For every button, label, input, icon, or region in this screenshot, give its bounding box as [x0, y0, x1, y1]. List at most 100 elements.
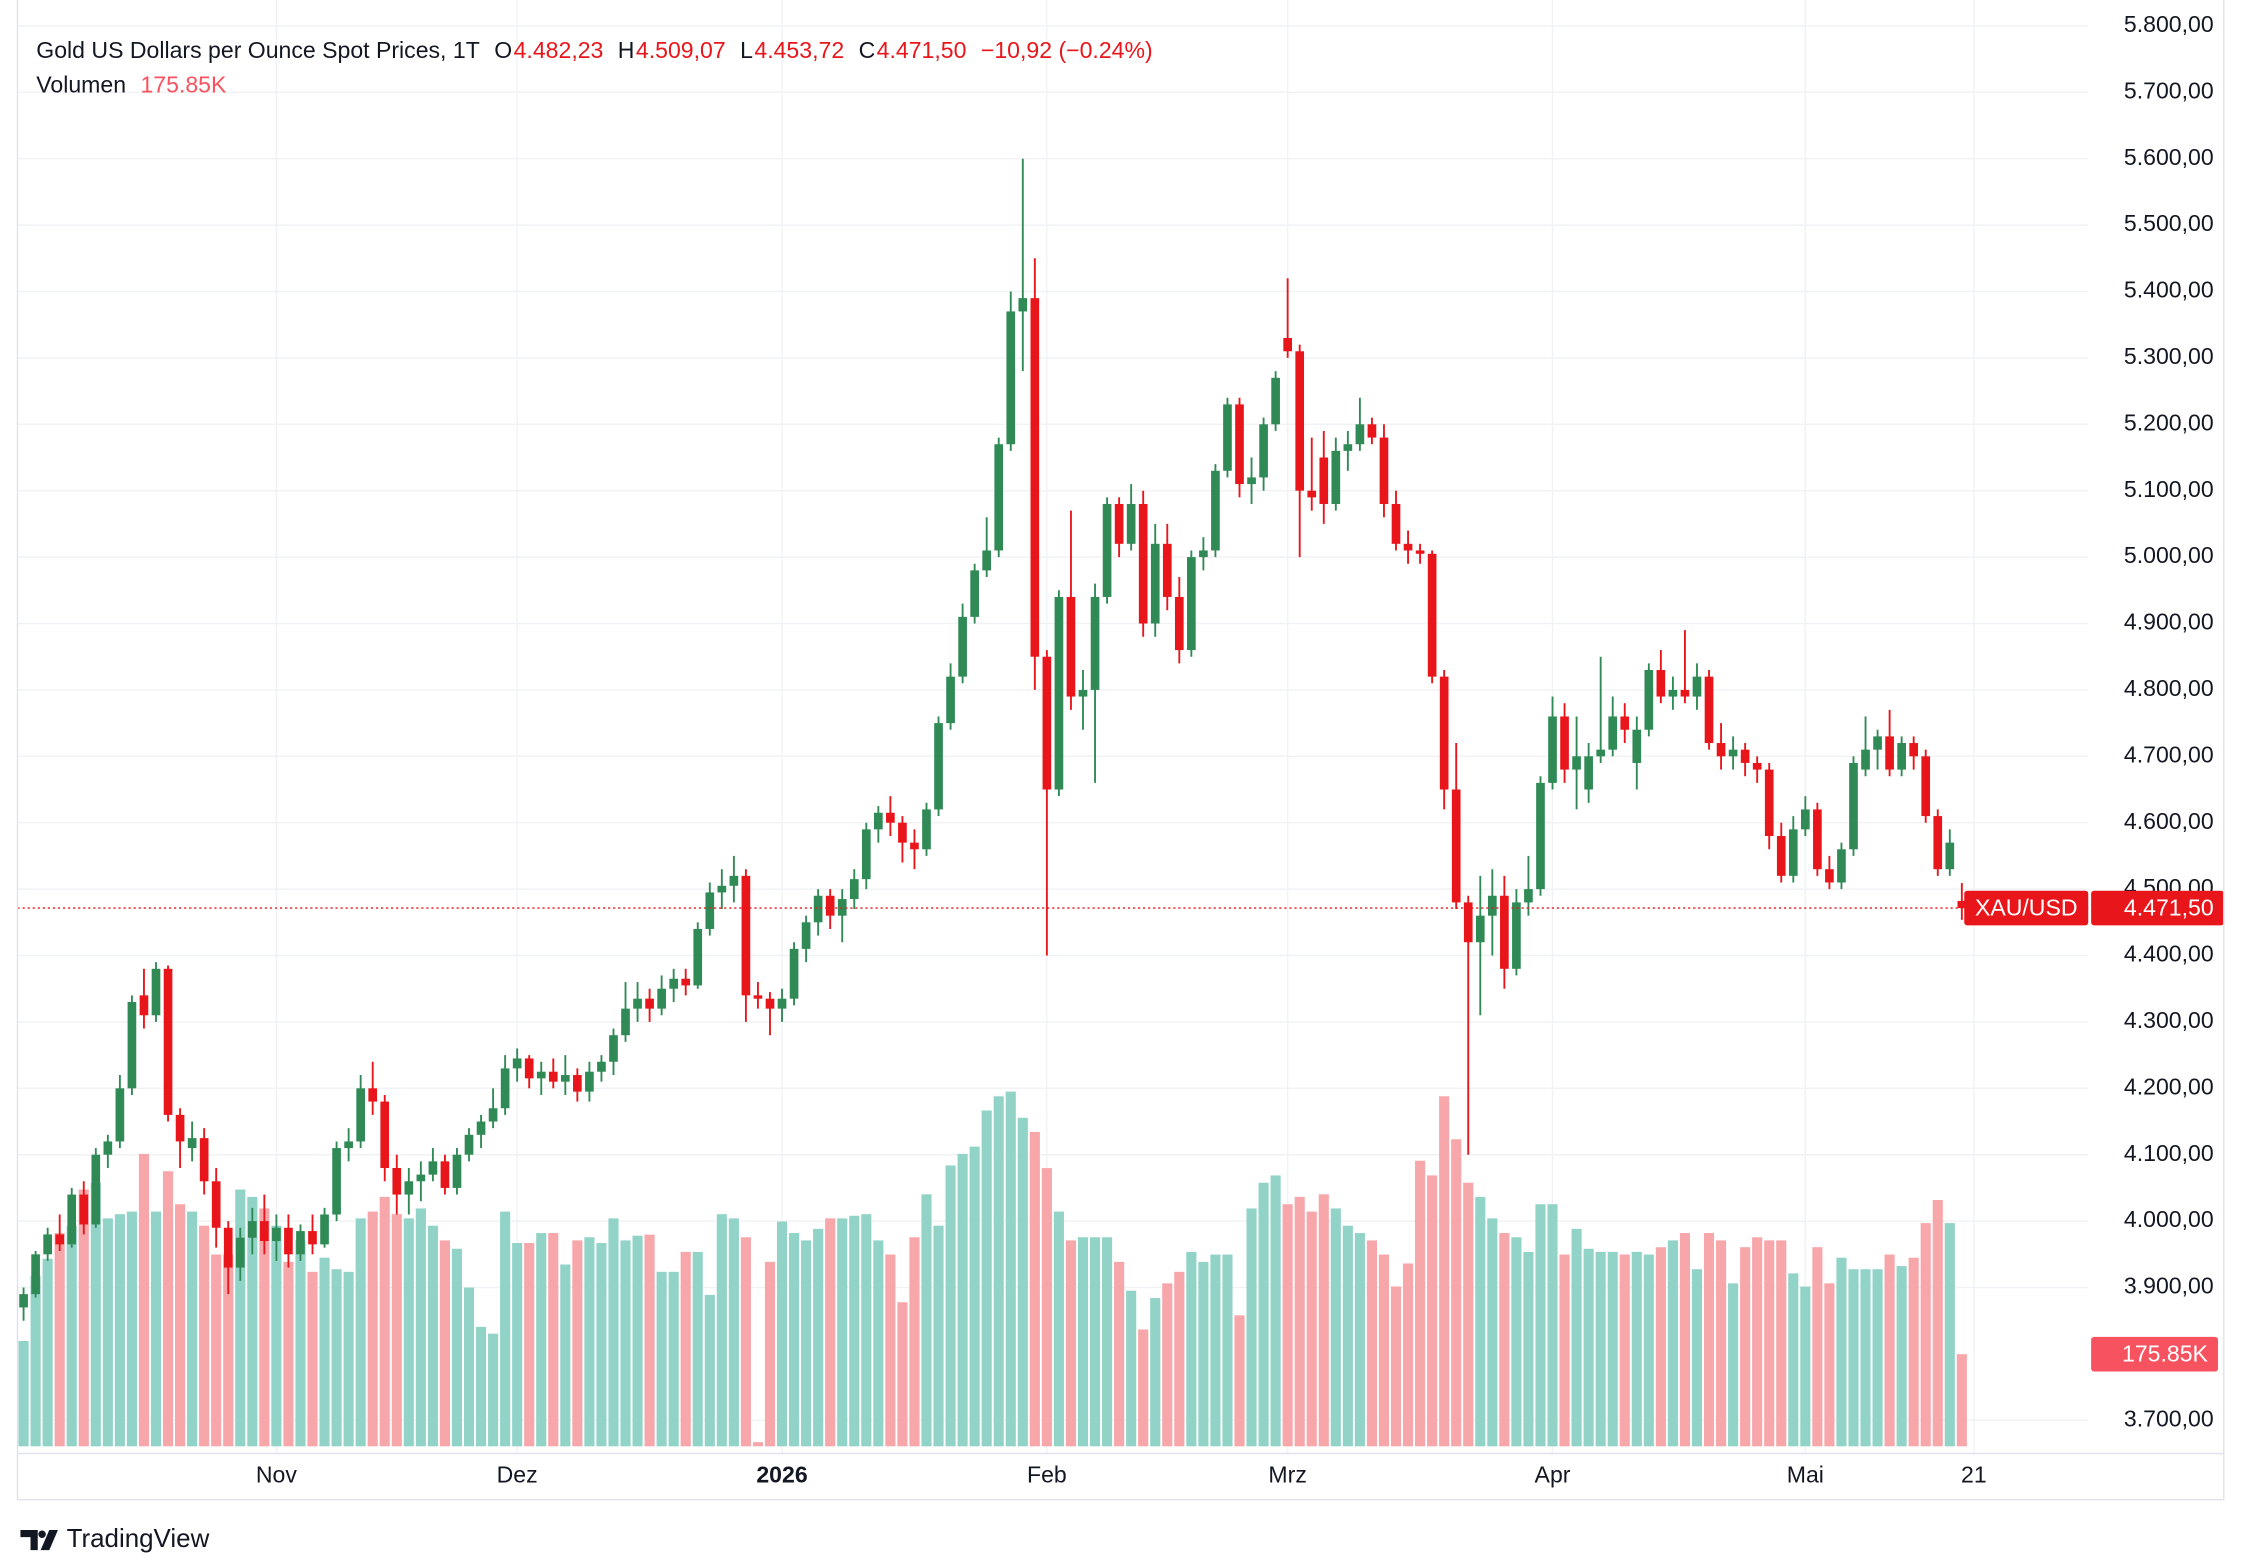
volume-bar: [692, 1251, 703, 1447]
candle-body: [970, 570, 979, 617]
volume-bar: [150, 1211, 162, 1447]
candle-body: [1752, 762, 1762, 770]
volume-bar: [223, 1254, 234, 1447]
volume-bar: [1439, 1096, 1450, 1447]
volume-bar: [1547, 1204, 1558, 1447]
candle-body: [1909, 743, 1919, 757]
volume-bar: [536, 1233, 547, 1447]
candle-body: [308, 1231, 317, 1245]
candle-body: [1439, 676, 1449, 790]
volume-bar: [1487, 1218, 1498, 1447]
volume-bar: [1210, 1254, 1221, 1447]
volume-bar: [1944, 1223, 1955, 1447]
volume-bar: [1884, 1254, 1895, 1447]
volume-bar: [1270, 1175, 1281, 1447]
candle-body: [1861, 749, 1870, 770]
candle-body: [199, 1138, 209, 1182]
candle-body: [163, 968, 173, 1115]
volume-bar: [451, 1248, 463, 1447]
candle-body: [1548, 716, 1557, 783]
volume-bar: [548, 1233, 559, 1447]
volume-bar: [1860, 1269, 1871, 1447]
volume-bar: [391, 1214, 402, 1447]
logo: [20, 1529, 58, 1551]
volume-bar: [584, 1237, 595, 1447]
candle-body: [1728, 749, 1738, 757]
volume-bar: [1378, 1254, 1390, 1447]
volume-bar: [764, 1261, 776, 1447]
candle-body: [1295, 351, 1305, 491]
candle-body: [1367, 424, 1377, 438]
candle-body: [536, 1071, 546, 1079]
candle-body: [1620, 716, 1630, 730]
candle-body: [934, 723, 943, 810]
ohlc-key: C: [859, 37, 876, 63]
ohlc-value: 4.482,23: [514, 37, 604, 63]
volume-bar: [1836, 1257, 1847, 1447]
volume-bar: [512, 1243, 523, 1447]
candle-body: [621, 1008, 630, 1036]
candle-body: [741, 875, 751, 996]
candle-body: [801, 922, 811, 949]
candle-body: [922, 809, 931, 850]
volume-bar: [861, 1214, 872, 1447]
y-tick-label: 5.600,00: [2124, 144, 2214, 170]
volume-bar: [1089, 1237, 1101, 1447]
candle-body: [272, 1227, 281, 1242]
volume-bar: [728, 1218, 739, 1447]
candle-body: [825, 895, 835, 916]
candle-body: [1211, 470, 1220, 551]
candle-body: [1536, 782, 1545, 890]
candle-body: [1235, 404, 1244, 485]
candle-body: [1560, 716, 1569, 770]
volume-bar: [138, 1153, 150, 1447]
volume-bar: [1788, 1273, 1799, 1447]
candle-body: [1187, 557, 1196, 651]
volume-bar: [295, 1240, 306, 1447]
candle-body: [946, 676, 955, 724]
volume-bar: [1402, 1263, 1414, 1447]
candle-body: [910, 842, 919, 850]
candle-body: [777, 998, 787, 1009]
y-tick-label: 5.400,00: [2124, 277, 2214, 303]
candle-body: [1524, 889, 1533, 903]
candle-body: [1307, 490, 1317, 498]
candle-body: [1331, 450, 1341, 504]
x-tick-label: Nov: [256, 1462, 297, 1488]
volume-bar: [849, 1215, 860, 1447]
volume-bar: [897, 1302, 908, 1447]
candle-body: [1632, 729, 1642, 763]
volume-bar: [981, 1110, 992, 1447]
volume-bar: [704, 1294, 715, 1447]
candle-body: [789, 948, 799, 999]
ohlc-key: L: [740, 37, 753, 63]
volume-bar: [776, 1221, 788, 1447]
candle-body: [1018, 298, 1028, 312]
x-tick-label: Apr: [1535, 1462, 1571, 1488]
volume-bar: [1619, 1254, 1630, 1447]
ohlc-value: 4.509,07: [636, 37, 726, 63]
volume-bar: [680, 1251, 691, 1447]
volume-bar: [1234, 1315, 1245, 1447]
candle-body: [452, 1154, 462, 1188]
candle-body: [548, 1071, 558, 1082]
candle-body: [1596, 749, 1606, 757]
volume-bar: [1511, 1237, 1522, 1447]
symbol-title: Gold US Dollars per Ounce Spot Prices, 1…: [36, 37, 479, 63]
volume-bar: [187, 1211, 198, 1447]
candle-body: [1849, 762, 1858, 850]
volume-bar: [331, 1269, 342, 1447]
candle-body: [753, 995, 763, 999]
candle-body: [356, 1088, 365, 1142]
volume-bar: [909, 1237, 920, 1447]
candle-body: [1343, 444, 1353, 451]
volume-bar: [632, 1235, 643, 1447]
candle-body: [1680, 689, 1690, 697]
volume-bar: [319, 1257, 330, 1447]
volume-bar: [427, 1225, 438, 1447]
volume-bar: [78, 1189, 89, 1447]
volume-bar: [1005, 1091, 1016, 1447]
volume-bar: [1643, 1254, 1654, 1447]
candle-body: [1512, 902, 1521, 969]
volume-bar: [644, 1234, 655, 1447]
